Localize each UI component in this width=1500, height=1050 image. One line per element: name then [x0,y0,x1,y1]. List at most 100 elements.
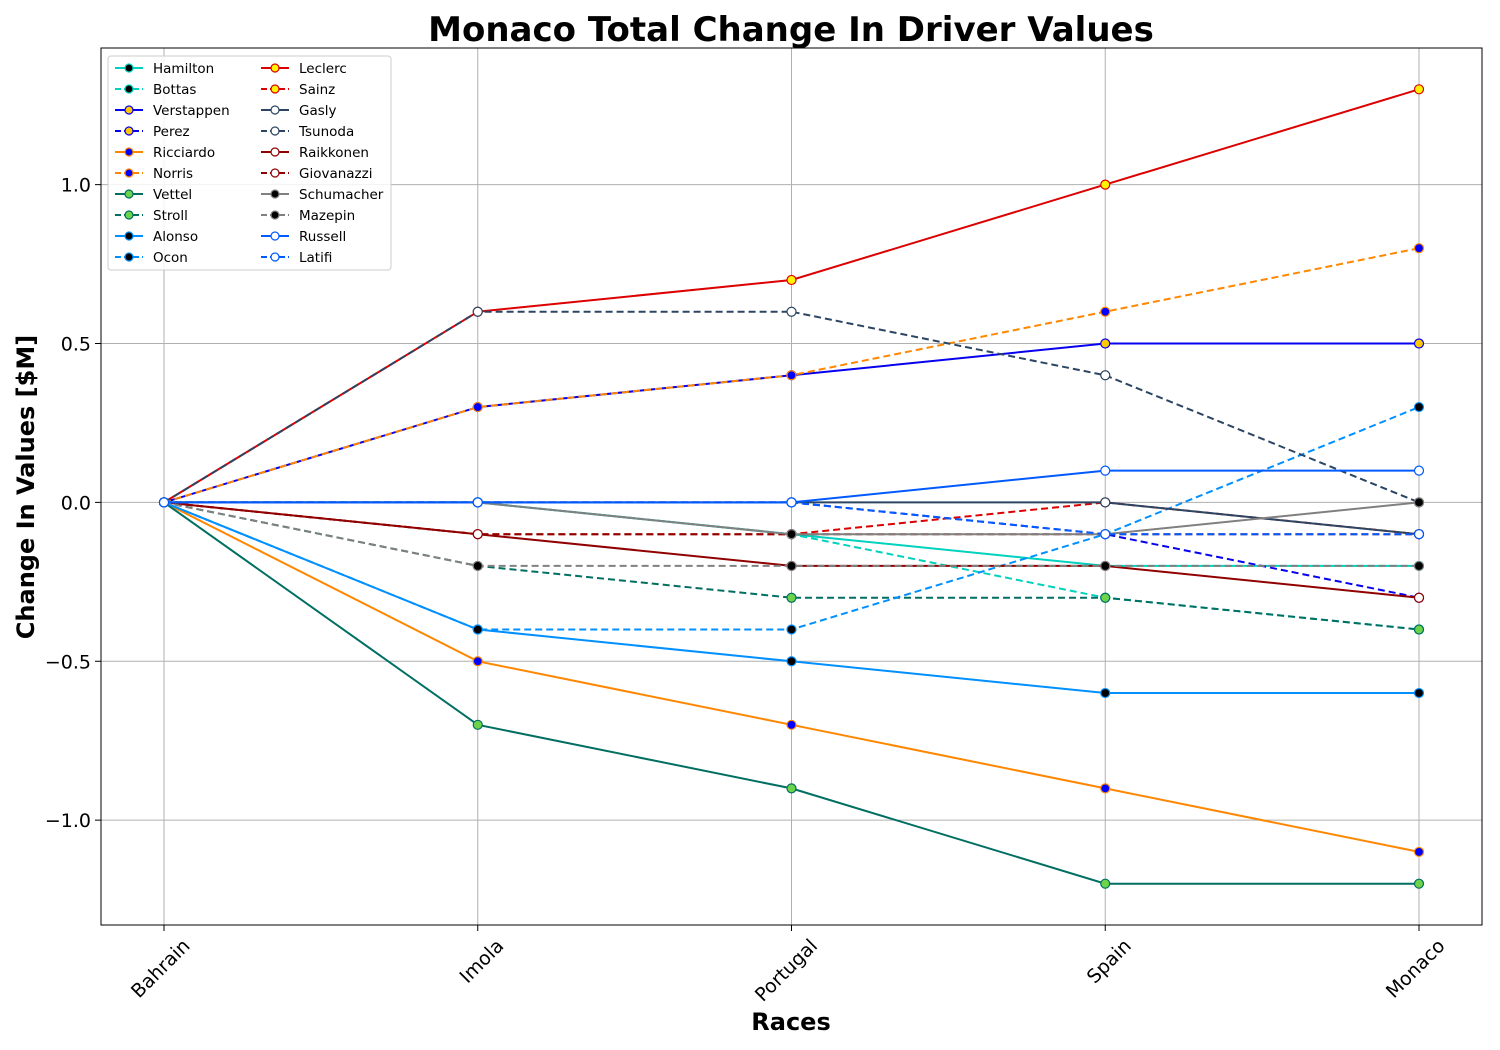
data-point-stroll [1413,624,1425,635]
data-point-leclerc [786,274,797,286]
legend-item-alonso: Alonso [115,229,198,245]
data-point-norris [472,401,483,413]
legend-marker-ocon [124,252,134,262]
legend-item-norris: Norris [115,166,193,182]
legend-marker-latifi [270,252,280,262]
data-point-tsunoda [472,306,483,317]
legend-item-stroll: Stroll [115,208,188,224]
legend-item-gasly: Gasly [261,103,337,119]
data-point-leclerc [1100,179,1111,190]
data-point-tsunoda [1100,370,1111,381]
legend-item-hamilton: Hamilton [115,61,214,77]
data-point-leclerc [1413,84,1425,95]
data-point-mazepin [786,560,797,572]
legend-item-giovanazzi: Giovanazzi [261,166,373,182]
legend-label-ricciardo: Ricciardo [153,145,215,161]
data-point-russell [1413,465,1425,476]
legend-marker-leclerc [270,63,280,73]
legend-item-raikkonen: Raikkonen [261,145,369,161]
y-tick-label: −1.0 [45,810,91,832]
chart-title: Monaco Total Change In Driver Values [428,10,1154,50]
legend-item-sainz: Sainz [261,82,335,98]
data-point-russell [1100,465,1111,476]
y-tick-label: −0.5 [45,651,91,673]
legend-marker-schumacher [270,189,280,199]
data-point-norris [1413,243,1425,254]
x-axis-label: Races [751,1008,830,1036]
data-point-giovanazzi [472,529,483,540]
legend-marker-gasly [270,105,280,115]
legend-label-gasly: Gasly [299,103,337,119]
legend-item-schumacher: Schumacher [261,187,384,203]
data-point-vettel [1100,878,1111,889]
legend-marker-raikkonen [270,147,280,157]
legend-label-vettel: Vettel [153,187,192,203]
legend-label-sainz: Sainz [299,82,335,98]
data-point-vettel [1413,878,1425,889]
legend-marker-ricciardo [124,147,134,157]
data-point-ricciardo [1100,783,1111,794]
data-point-latifi [158,497,170,508]
data-point-ocon [472,624,483,635]
data-point-latifi [786,497,797,508]
data-point-mazepin [1413,560,1425,572]
legend-marker-tsunoda [270,126,280,136]
data-point-schumacher [1413,497,1425,508]
legend-item-latifi: Latifi [261,250,332,266]
legend-marker-hamilton [124,63,134,73]
data-point-ricciardo [1413,846,1425,858]
data-point-schumacher [786,529,797,540]
legend-label-stroll: Stroll [153,208,188,224]
data-point-stroll [1100,592,1111,603]
legend-label-hamilton: Hamilton [153,61,214,77]
x-tick-label: Imola [455,935,508,988]
data-point-norris [786,370,797,381]
data-point-mazepin [472,560,483,572]
legend-marker-bottas [124,84,134,94]
x-tick-label: Bahrain [127,935,195,1003]
legend-marker-norris [124,168,134,178]
legend-label-norris: Norris [153,166,193,182]
legend-label-verstappen: Verstappen [153,103,230,119]
legend-item-ricciardo: Ricciardo [115,145,215,161]
axis-ticks: Bahrain Imola Portugal Spain Monaco −1.0 −0.5 0… [45,175,1450,1007]
legend-marker-giovanazzi [270,168,280,178]
x-tick-label: Portugal [751,935,822,1006]
data-point-ocon [786,624,797,635]
legend-marker-perez [124,126,134,136]
data-point-alonso [1413,687,1425,699]
data-point-alonso [786,656,797,667]
legend-marker-mazepin [270,210,280,220]
legend-label-latifi: Latifi [299,250,332,266]
legend-label-raikkonen: Raikkonen [299,145,369,161]
data-point-norris [1100,306,1111,317]
data-point-tsunoda [786,306,797,317]
data-point-latifi [1100,529,1111,540]
legend-item-russell: Russell [261,229,346,245]
legend-box [107,55,392,271]
legend-label-alonso: Alonso [153,229,198,245]
y-tick-label: 0.0 [61,492,91,514]
data-point-vettel [472,719,483,730]
legend-marker-verstappen [124,105,134,115]
series-line-tsunoda [163,310,1420,504]
data-point-vettel [786,783,797,794]
legend-label-mazepin: Mazepin [299,208,355,224]
data-point-stroll [786,592,797,603]
legend-marker-stroll [124,210,134,220]
legend-item-vettel: Vettel [115,187,192,203]
legend-item-leclerc: Leclerc [261,61,347,77]
legend-label-bottas: Bottas [153,82,196,98]
data-point-gasly [1100,497,1111,508]
data-point-ricciardo [472,656,483,667]
legend-marker-vettel [124,189,134,199]
y-tick-label: 1.0 [61,175,91,197]
y-axis-label: Change In Values [$M] [12,335,40,639]
x-tick-label: Spain [1083,935,1136,988]
data-point-ricciardo [786,719,797,730]
legend-item-bottas: Bottas [115,82,196,98]
data-point-raikkonen [1413,592,1425,603]
legend-item-verstappen: Verstappen [115,103,230,119]
series-layer [158,84,1425,889]
